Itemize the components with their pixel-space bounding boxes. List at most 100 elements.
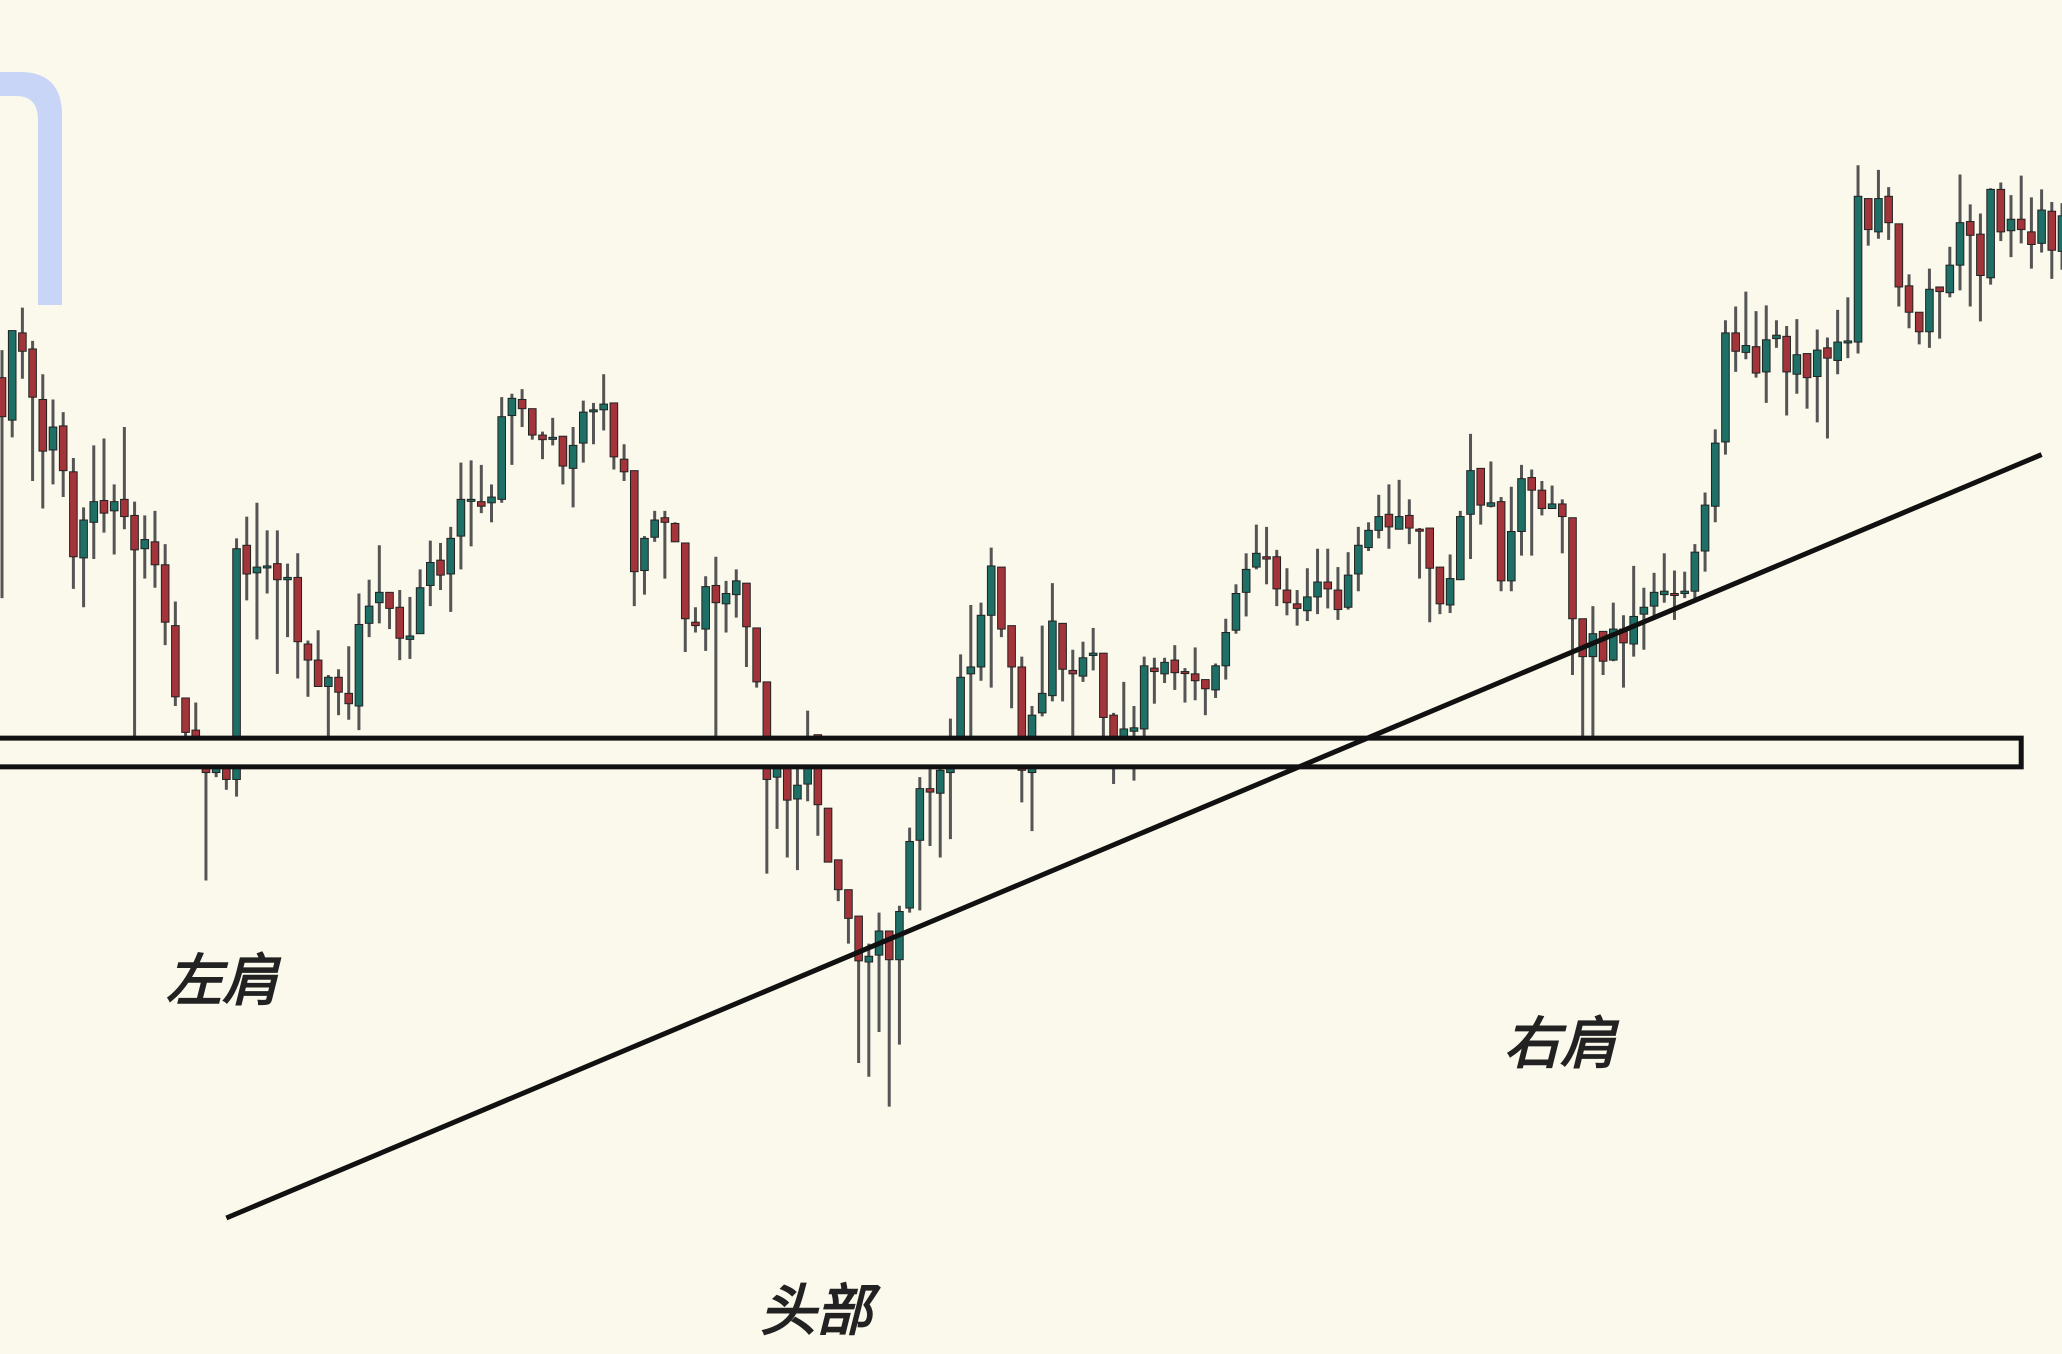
candle-body <box>313 659 323 687</box>
candle-body <box>405 635 415 640</box>
candle-body <box>1598 630 1608 662</box>
candle-body <box>1303 596 1312 612</box>
candle-body <box>1425 527 1435 569</box>
candle-body <box>1129 727 1139 732</box>
candle-body <box>548 436 557 440</box>
candle-body <box>181 697 190 733</box>
candle-body <box>1364 529 1373 549</box>
candle-body <box>629 470 639 573</box>
candle-body <box>2057 215 2062 252</box>
candle-body <box>334 676 343 693</box>
candle-body <box>905 840 914 909</box>
candle-body <box>1945 264 1955 294</box>
watermark-logo-arc <box>0 72 62 305</box>
candle-body <box>1925 288 1934 333</box>
candle-body <box>89 501 99 523</box>
candle-body <box>1568 517 1577 620</box>
candle-body <box>364 605 374 624</box>
candle-body <box>1976 233 1985 276</box>
candle-body <box>1007 625 1016 668</box>
candle-body <box>1323 581 1333 590</box>
candle-body <box>1904 285 1914 313</box>
candle-body <box>232 548 241 780</box>
candle-body <box>1415 528 1424 532</box>
candle-body <box>1343 574 1353 608</box>
candle-body <box>1190 673 1200 682</box>
annotation-labels: 左肩 头部 右肩 <box>166 949 1620 1344</box>
candle-body <box>1914 311 1924 333</box>
candle-body <box>1354 544 1363 575</box>
candle-body <box>2037 209 2046 244</box>
candle-body <box>1221 632 1231 667</box>
candle-body <box>1160 661 1169 675</box>
candle-body <box>1649 591 1659 607</box>
candle-body <box>1211 665 1220 691</box>
candle-body <box>324 676 333 687</box>
uptrend-line <box>225 452 2043 1221</box>
candle-body <box>680 542 690 620</box>
candle-body <box>1282 589 1292 604</box>
candle-body <box>1252 552 1261 568</box>
candle-body <box>1466 470 1475 515</box>
candle-body <box>1537 489 1547 510</box>
candle-body <box>507 397 517 417</box>
candle-body <box>1496 501 1506 582</box>
candle-body <box>691 621 700 627</box>
candle-body <box>833 859 843 891</box>
candle-body <box>1486 502 1496 507</box>
candle-body <box>1078 657 1088 677</box>
candle-body <box>1445 578 1455 606</box>
candle-body <box>660 517 670 523</box>
candle-body <box>966 666 976 675</box>
candle-body <box>140 539 150 550</box>
candle-body <box>650 519 659 538</box>
candle-body <box>1935 286 1944 293</box>
candle-body <box>1170 659 1180 674</box>
candle-body <box>385 591 394 609</box>
candle-body <box>7 330 17 421</box>
candle-body <box>0 377 7 418</box>
candle-body <box>1557 503 1567 518</box>
candle-body <box>1823 347 1832 359</box>
candlestick-series <box>0 165 2062 1107</box>
candle-body <box>1700 504 1710 552</box>
candle-body <box>762 681 772 780</box>
candle-body <box>477 501 486 507</box>
candle-body <box>925 788 935 793</box>
candle-body <box>150 541 160 566</box>
candle-body <box>1333 589 1343 611</box>
candle-body <box>752 627 761 683</box>
candle-body <box>1741 345 1751 353</box>
candle-body <box>527 408 537 436</box>
candle-body <box>813 734 823 806</box>
candle-body <box>1272 556 1282 590</box>
candle-body <box>28 348 37 398</box>
candle-body <box>2027 231 2036 245</box>
candle-body <box>171 625 180 698</box>
candle-body <box>283 576 292 581</box>
candle-body <box>1456 516 1465 581</box>
candle-body <box>1894 223 1904 288</box>
candle-body <box>701 586 710 630</box>
candle-body <box>538 434 547 441</box>
candle-body <box>935 769 945 794</box>
candle-body <box>731 580 741 596</box>
candle-body <box>1262 556 1271 560</box>
candle-body <box>844 889 853 919</box>
label-right-shoulder: 右肩 <box>1504 1012 1620 1077</box>
candle-body <box>1517 478 1526 532</box>
candle-body <box>589 409 598 413</box>
candle-body <box>303 643 313 661</box>
candle-body <box>1099 652 1108 718</box>
candle-body <box>986 565 996 616</box>
candle-body <box>1017 666 1027 771</box>
candle-body <box>487 496 496 504</box>
candle-body <box>79 519 88 559</box>
candle-body <box>456 498 466 537</box>
candle-body <box>1037 692 1047 714</box>
candle-body <box>1853 195 1863 343</box>
candle-body <box>69 471 78 558</box>
candle-body <box>262 565 272 569</box>
candle-body <box>568 444 578 469</box>
candle-body <box>1088 652 1098 656</box>
